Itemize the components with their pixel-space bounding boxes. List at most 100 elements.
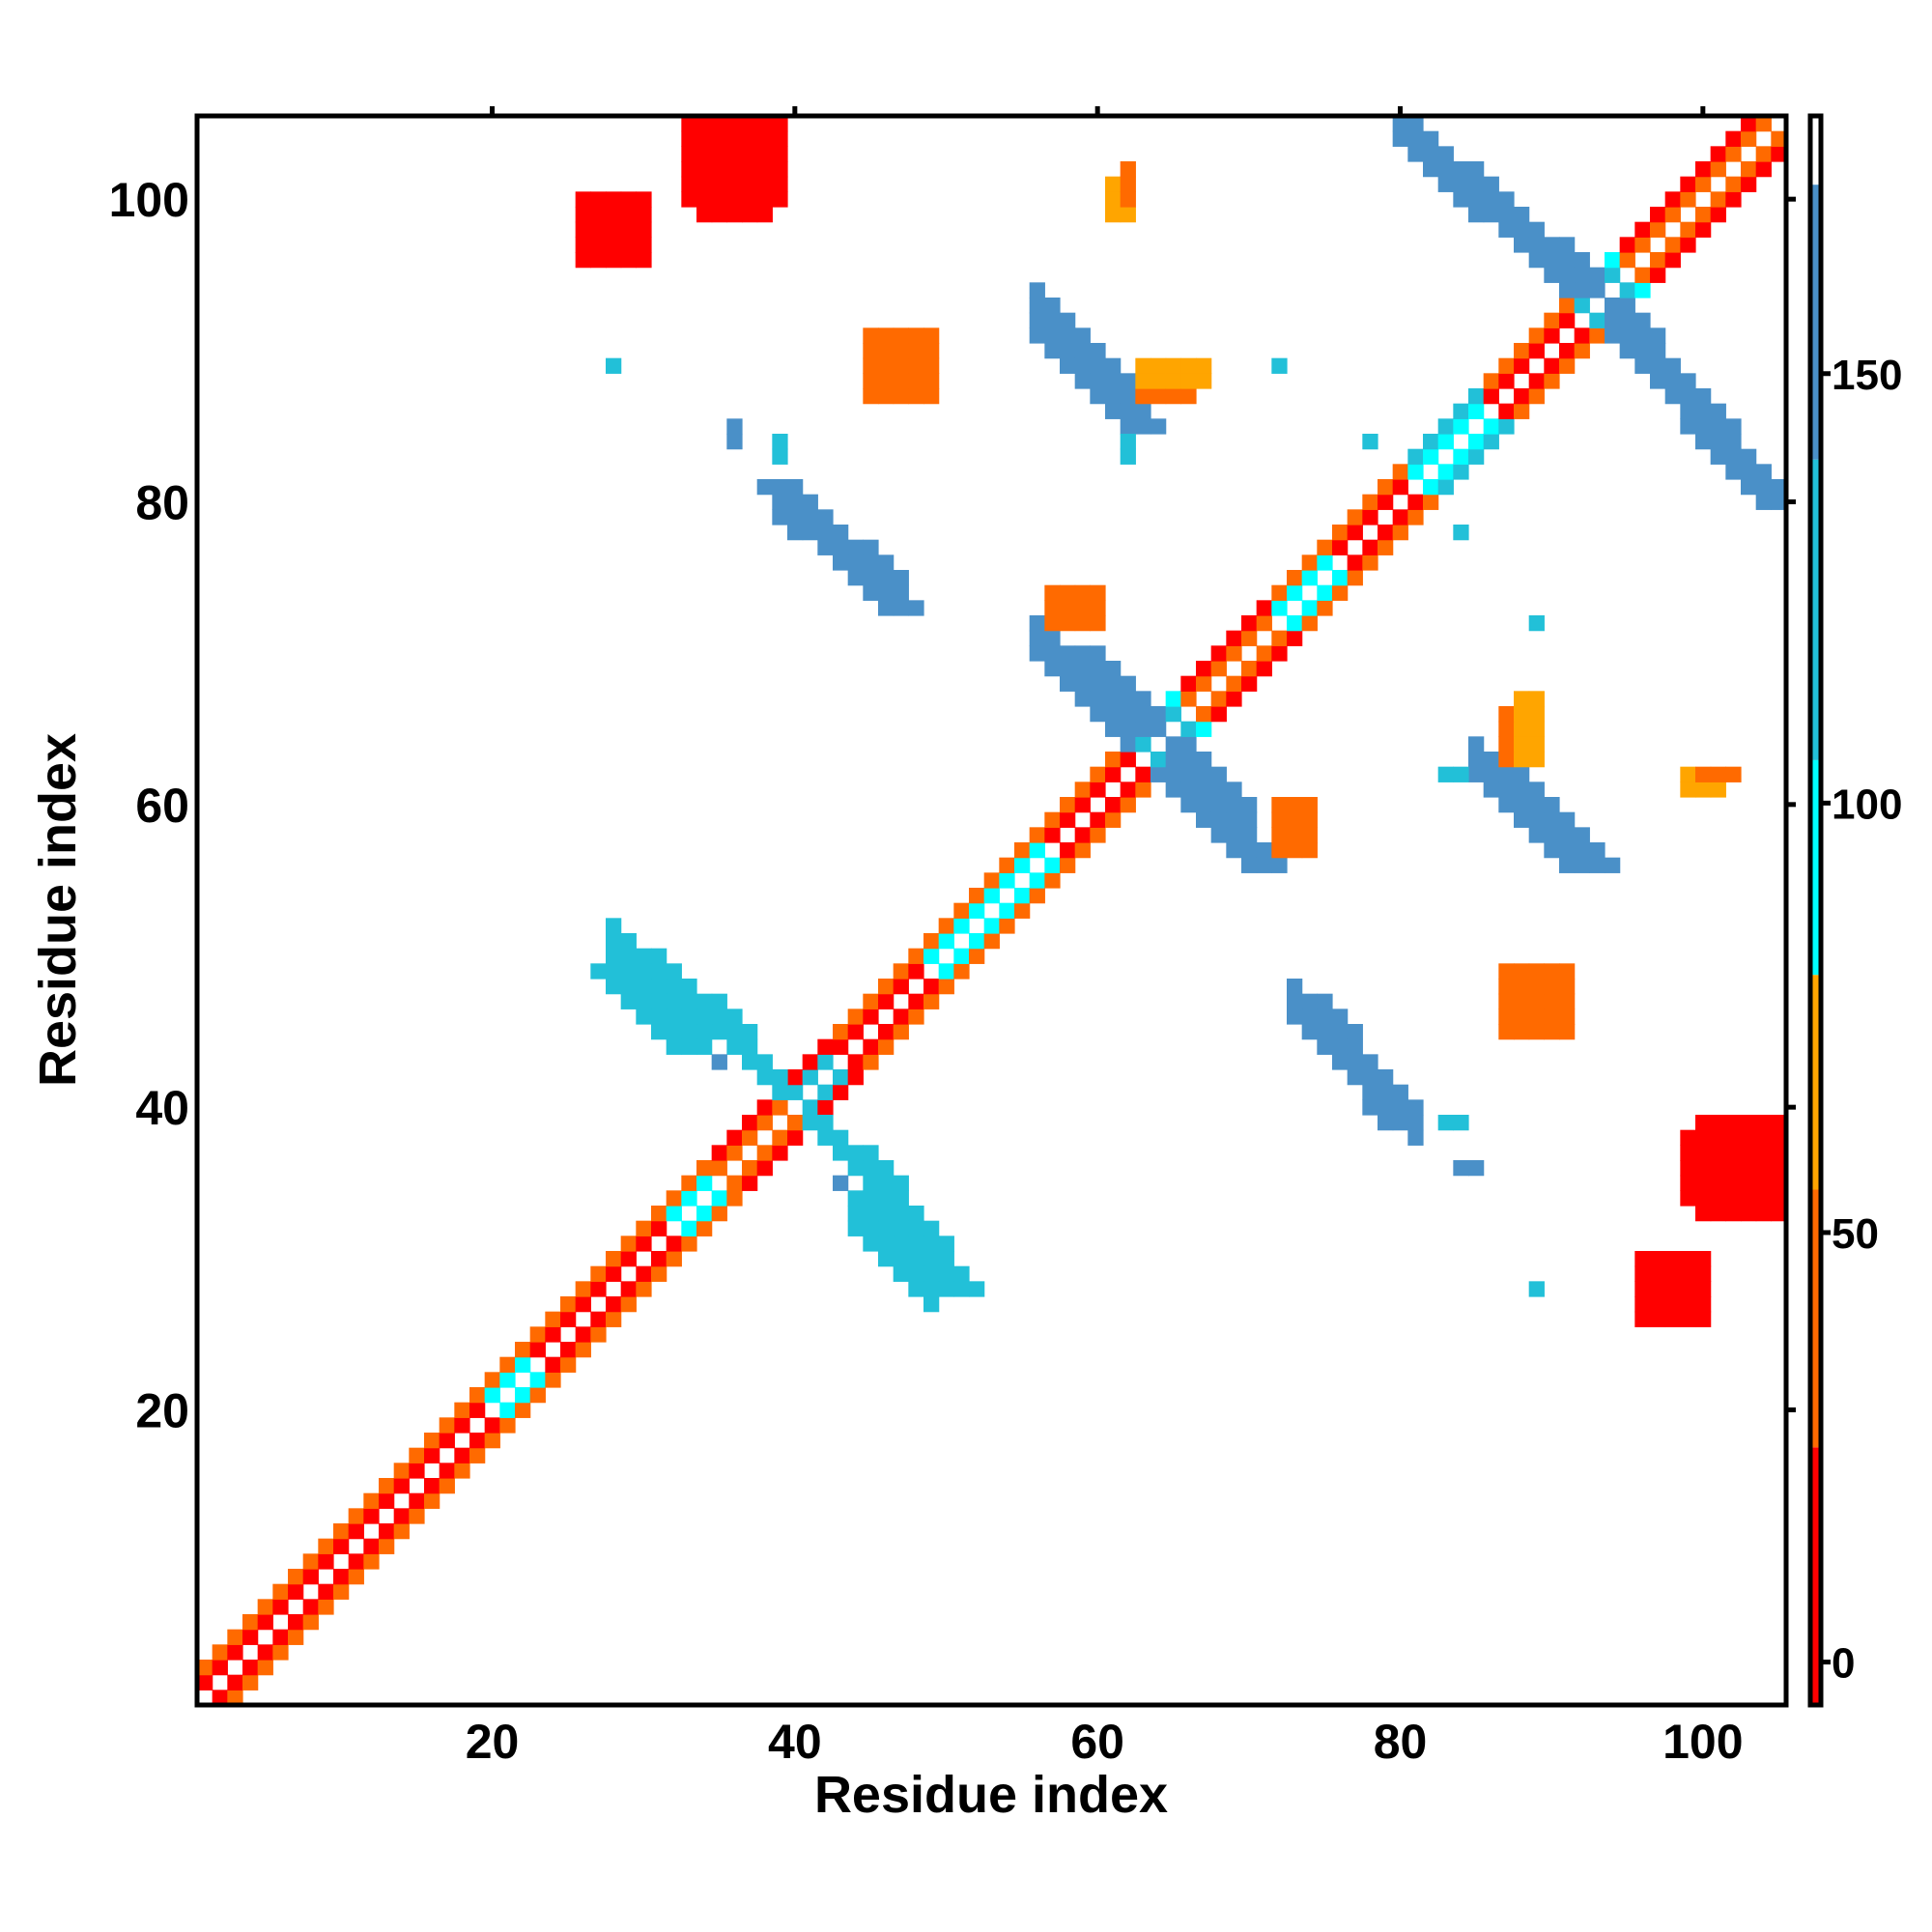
heatmap-cell: [666, 1038, 682, 1055]
heatmap-cell: [318, 1599, 334, 1615]
heatmap-cell: [1514, 221, 1530, 238]
heatmap-cell: [1135, 781, 1151, 798]
heatmap-cell: [1407, 1129, 1424, 1146]
heatmap-cell: [863, 388, 879, 405]
heatmap-cell: [1226, 797, 1242, 813]
heatmap-cell: [1090, 388, 1106, 405]
heatmap-cell: [1528, 373, 1545, 389]
heatmap-cell: [863, 1054, 879, 1070]
heatmap-cell: [469, 1387, 486, 1404]
heatmap-cell: [756, 176, 773, 192]
heatmap-cell: [1528, 797, 1545, 813]
heatmap-cell: [772, 1069, 788, 1086]
heatmap-cell: [1559, 827, 1576, 843]
heatmap-cell: [1574, 842, 1590, 859]
heatmap-cell: [1196, 721, 1212, 737]
heatmap-cell: [1226, 675, 1242, 692]
heatmap-cell: [1498, 373, 1515, 389]
heatmap-cell: [1755, 116, 1772, 132]
heatmap-cell: [1090, 706, 1106, 723]
heatmap-cell: [620, 221, 637, 238]
heatmap-cell: [1634, 282, 1651, 298]
heatmap-cell: [1241, 827, 1258, 843]
heatmap-cell: [1559, 298, 1576, 314]
heatmap-cell: [756, 1160, 773, 1177]
heatmap-cell: [606, 191, 622, 208]
heatmap-cell: [1226, 781, 1242, 798]
colorbar-tick-label: 0: [1832, 1640, 1855, 1688]
heatmap-cell: [242, 1674, 259, 1690]
heatmap-cell: [1014, 857, 1031, 873]
heatmap-cell: [1650, 1296, 1666, 1313]
heatmap-cell: [1605, 857, 1621, 873]
heatmap-cell: [923, 1220, 940, 1236]
heatmap-cell: [953, 902, 970, 919]
heatmap-cell: [1664, 207, 1681, 223]
heatmap-cell: [1196, 675, 1212, 692]
x-tick-label: 80: [1374, 1715, 1428, 1769]
heatmap-cell: [908, 357, 924, 374]
heatmap-cell: [1559, 237, 1576, 253]
heatmap-cell: [1605, 312, 1621, 328]
colorbar: [1807, 113, 1831, 1708]
heatmap-cell: [1151, 706, 1167, 723]
heatmap-cell: [1105, 706, 1122, 723]
heatmap-cell: [484, 1417, 500, 1434]
heatmap-cell: [1498, 721, 1515, 737]
heatmap-cell: [772, 1099, 788, 1116]
heatmap-cell: [379, 1492, 395, 1509]
heatmap-cell: [1423, 161, 1439, 178]
heatmap-cell: [227, 1644, 243, 1661]
heatmap-cell: [1664, 1281, 1681, 1297]
heatmap-cell: [878, 600, 895, 616]
heatmap-cell: [590, 237, 607, 253]
heatmap-cell: [1332, 1009, 1349, 1025]
heatmap-cell: [1589, 267, 1605, 283]
heatmap-cell: [1029, 298, 1045, 314]
heatmap-cell: [1468, 176, 1485, 192]
heatmap-cell: [893, 600, 909, 616]
heatmap-cell: [1151, 766, 1167, 782]
heatmap-cell: [1650, 343, 1666, 359]
heatmap-cell: [999, 918, 1015, 934]
heatmap-cell: [1544, 993, 1560, 1009]
heatmap-cell: [1468, 766, 1485, 782]
heatmap-cell: [257, 1599, 273, 1615]
heatmap-cell: [1074, 615, 1091, 632]
heatmap-cell: [1029, 872, 1045, 889]
heatmap-cell: [999, 857, 1015, 873]
heatmap-cell: [863, 993, 879, 1009]
heatmap-cell: [726, 1175, 743, 1191]
heatmap-cell: [1180, 781, 1197, 798]
heatmap-cell: [1514, 721, 1530, 737]
heatmap-cell: [1090, 811, 1106, 828]
heatmap-cell: [1044, 343, 1061, 359]
heatmap-cell: [1226, 811, 1242, 828]
heatmap-cell: [1544, 842, 1560, 859]
heatmap-cell: [711, 1054, 727, 1070]
heatmap-cell: [1301, 554, 1318, 571]
heatmap-cell: [802, 525, 818, 541]
heatmap-cell: [833, 1038, 849, 1055]
heatmap-cell: [1151, 373, 1167, 389]
heatmap-cell: [1332, 584, 1349, 601]
heatmap-cell: [1135, 691, 1151, 707]
heatmap-cell: [1514, 736, 1530, 753]
heatmap-cell: [1060, 343, 1076, 359]
heatmap-cell: [1301, 615, 1318, 632]
heatmap-cell: [1437, 161, 1454, 178]
heatmap-cell: [1695, 388, 1712, 405]
heatmap-cell: [908, 1206, 924, 1222]
heatmap-cell: [681, 176, 697, 192]
heatmap-cell: [742, 130, 758, 147]
heatmap-cell: [1634, 1281, 1651, 1297]
heatmap-cell: [833, 1024, 849, 1040]
heatmap-cell: [908, 343, 924, 359]
heatmap-cell: [802, 1054, 818, 1070]
heatmap-cell: [515, 1356, 531, 1373]
heatmap-cell: [1559, 282, 1576, 298]
heatmap-cell: [1544, 963, 1560, 980]
heatmap-cell: [1074, 675, 1091, 692]
heatmap-cell: [1680, 1251, 1696, 1267]
heatmap-cell: [348, 1569, 364, 1585]
